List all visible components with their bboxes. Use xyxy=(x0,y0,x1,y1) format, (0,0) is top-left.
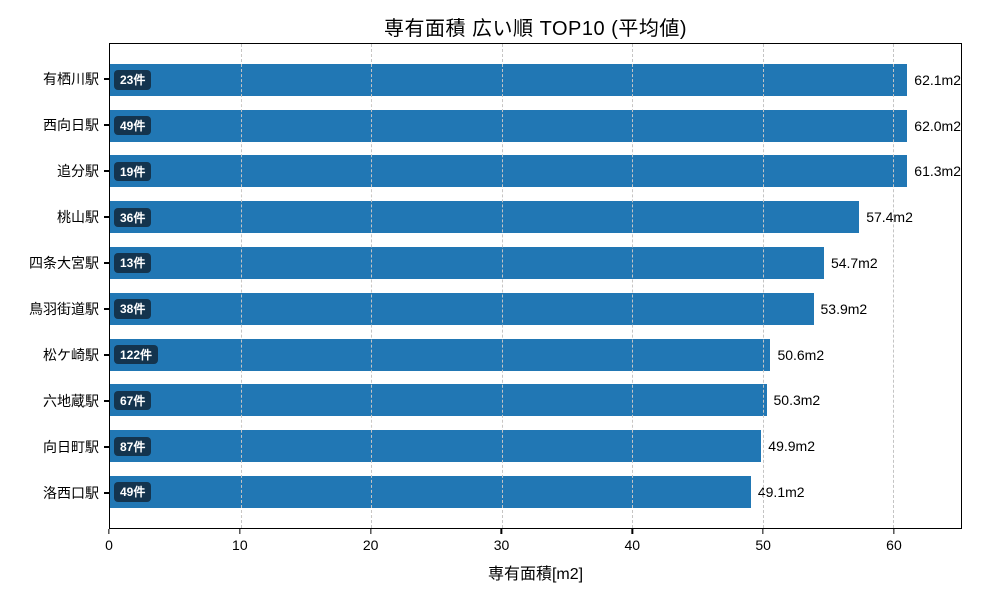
y-label-row: 四条大宮駅 xyxy=(0,240,109,286)
y-tick-label: 松ケ崎駅 xyxy=(43,347,99,363)
y-axis-labels: 有栖川駅西向日駅追分駅桃山駅四条大宮駅鳥羽街道駅松ケ崎駅六地蔵駅向日町駅洛西口駅 xyxy=(0,43,109,529)
y-label-row: 向日町駅 xyxy=(0,424,109,470)
gridline xyxy=(240,44,242,528)
bar: 122件 xyxy=(110,338,771,371)
chart-title: 専有面積 広い順 TOP10 (平均値) xyxy=(384,18,687,40)
x-tick-label: 40 xyxy=(624,537,641,553)
count-badge: 19件 xyxy=(114,161,152,182)
y-tick-mark xyxy=(104,124,109,126)
x-tick-label: 50 xyxy=(755,537,771,553)
y-label-row: 鳥羽街道駅 xyxy=(0,286,109,332)
value-label: 57.4m2 xyxy=(866,209,913,226)
bar: 49件 xyxy=(110,476,751,509)
gridline xyxy=(371,44,373,528)
count-badge: 122件 xyxy=(114,344,159,365)
bar: 67件 xyxy=(110,384,767,417)
value-label: 53.9m2 xyxy=(820,300,868,317)
bar-row: 23件 62.1m2 xyxy=(110,57,961,103)
bar-row: 87件 49.9m2 xyxy=(110,423,961,469)
y-tick-label: 洛西口駅 xyxy=(43,485,99,501)
x-tick-mark xyxy=(893,529,895,534)
x-tick-label: 30 xyxy=(493,537,510,553)
bar-row: 49件 49.1m2 xyxy=(110,469,961,515)
gridline xyxy=(632,44,634,528)
bar-row: 122件 50.6m2 xyxy=(110,332,961,378)
y-tick-label: 有栖川駅 xyxy=(43,71,99,87)
y-label-row: 西向日駅 xyxy=(0,102,109,148)
y-tick-label: 西向日駅 xyxy=(43,117,99,133)
y-label-row: 追分駅 xyxy=(0,148,109,194)
y-tick-mark xyxy=(104,308,109,310)
count-badge: 49件 xyxy=(114,482,152,502)
y-tick-label: 四条大宮駅 xyxy=(29,255,99,271)
bar: 38件 xyxy=(110,292,814,325)
x-tick-mark xyxy=(500,529,503,534)
y-tick-mark xyxy=(104,446,109,448)
count-badge: 49件 xyxy=(114,115,152,136)
value-label: 49.9m2 xyxy=(768,438,815,455)
gridline xyxy=(762,44,764,528)
y-label-row: 洛西口駅 xyxy=(0,470,109,516)
x-tick-label: 20 xyxy=(362,537,379,553)
count-badge: 23件 xyxy=(114,70,152,90)
bar-row: 67件 50.3m2 xyxy=(110,378,961,424)
x-tick-mark xyxy=(631,529,633,534)
x-tick-mark xyxy=(239,529,241,534)
bar-row: 19件 61.3m2 xyxy=(110,149,961,195)
y-label-row: 松ケ崎駅 xyxy=(0,332,109,378)
value-label: 62.1m2 xyxy=(914,71,961,88)
plot-area: 23件 62.1m2 49件 62.0m2 19件 61.3m2 36件 57.4m2 13件 5… xyxy=(109,43,962,529)
y-tick-label: 追分駅 xyxy=(57,163,99,179)
bar: 13件 xyxy=(110,247,824,280)
bar-rows: 23件 62.1m2 49件 62.0m2 19件 61.3m2 36件 57.4m2 13件 5… xyxy=(110,44,961,528)
bar: 23件 xyxy=(110,63,908,96)
y-tick-mark xyxy=(104,492,109,494)
x-tick-mark xyxy=(370,529,372,534)
y-tick-label: 向日町駅 xyxy=(43,439,99,455)
y-tick-label: 桃山駅 xyxy=(57,209,99,225)
bar: 19件 xyxy=(110,155,908,188)
y-tick-mark xyxy=(104,170,109,172)
bar-row: 13件 54.7m2 xyxy=(110,240,961,286)
x-tick-mark xyxy=(762,529,764,534)
y-label-row: 桃山駅 xyxy=(0,194,109,240)
value-label: 61.3m2 xyxy=(914,163,961,180)
count-badge: 38件 xyxy=(114,299,152,319)
y-tick-label: 六地蔵駅 xyxy=(43,393,99,409)
y-tick-mark xyxy=(104,400,109,402)
value-label: 49.1m2 xyxy=(757,484,805,501)
x-tick-label: 60 xyxy=(886,537,902,553)
y-label-row: 有栖川駅 xyxy=(0,56,109,102)
bar: 87件 xyxy=(110,430,762,463)
y-label-row: 六地蔵駅 xyxy=(0,378,109,424)
y-tick-mark xyxy=(104,262,109,264)
y-tick-mark xyxy=(104,216,109,218)
count-badge: 13件 xyxy=(114,253,152,273)
count-badge: 67件 xyxy=(114,390,152,411)
count-badge: 36件 xyxy=(114,207,152,227)
bar: 49件 xyxy=(110,109,908,142)
y-tick-mark xyxy=(104,354,109,356)
gridline xyxy=(501,44,503,528)
value-label: 62.0m2 xyxy=(914,117,961,134)
value-label: 50.6m2 xyxy=(777,346,825,363)
y-tick-label: 鳥羽街道駅 xyxy=(29,301,99,317)
gridline xyxy=(893,44,895,528)
count-badge: 87件 xyxy=(114,436,152,456)
value-label: 50.3m2 xyxy=(773,392,821,409)
x-tick-mark xyxy=(108,529,110,534)
bar-row: 38件 53.9m2 xyxy=(110,286,961,332)
x-tick-label: 0 xyxy=(105,537,113,553)
bar-row: 36件 57.4m2 xyxy=(110,194,961,240)
x-axis-label: 専有面積[m2] xyxy=(487,566,584,583)
y-tick-mark xyxy=(104,78,109,80)
value-label: 54.7m2 xyxy=(830,255,878,272)
x-tick-label: 10 xyxy=(232,537,248,553)
x-axis: 0 10 20 30 40 50 60 xyxy=(105,529,962,555)
bar: 36件 xyxy=(110,201,860,234)
bar-row: 49件 62.0m2 xyxy=(110,103,961,149)
